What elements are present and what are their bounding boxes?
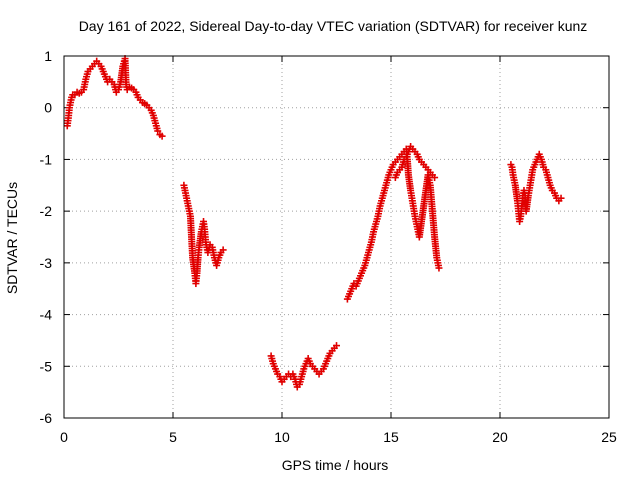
x-axis-label: GPS time / hours bbox=[282, 457, 389, 473]
y-tick-label: 1 bbox=[44, 48, 52, 64]
series-segment-4b bbox=[391, 143, 439, 182]
chart-title: Day 161 of 2022, Sidereal Day-to-day VTE… bbox=[79, 18, 588, 34]
y-tick-label: 0 bbox=[44, 100, 52, 116]
series-segment-3 bbox=[267, 342, 340, 391]
x-tick-label: 5 bbox=[169, 429, 177, 445]
x-tick-label: 10 bbox=[274, 429, 290, 445]
x-tick-label: 0 bbox=[60, 429, 68, 445]
y-tick-label: -6 bbox=[40, 410, 53, 426]
y-tick-label: -2 bbox=[40, 203, 53, 219]
y-axis-label: SDTVAR / TECUs bbox=[4, 182, 20, 294]
series-segment-5 bbox=[507, 150, 565, 225]
y-tick-label: -1 bbox=[40, 151, 53, 167]
plot-frame bbox=[63, 55, 610, 419]
y-tick-label: -4 bbox=[40, 307, 53, 323]
x-tick-label: 20 bbox=[492, 429, 508, 445]
series-segment-1 bbox=[63, 55, 166, 140]
data-points bbox=[63, 55, 565, 391]
y-tick-label: -3 bbox=[40, 255, 53, 271]
axis-ticks: 0 5 10 15 20 25 -6 -5 -4 -3 -2 -1 0 1 bbox=[40, 48, 617, 445]
y-tick-label: -5 bbox=[40, 358, 53, 374]
series-segment-2 bbox=[180, 181, 227, 288]
x-tick-label: 25 bbox=[601, 429, 617, 445]
grid-lines bbox=[64, 56, 609, 418]
series-segment-4 bbox=[343, 145, 443, 303]
x-tick-label: 15 bbox=[383, 429, 399, 445]
